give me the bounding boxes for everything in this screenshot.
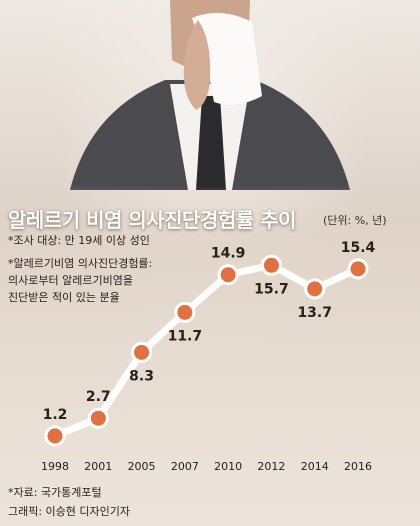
definition-note-line: 의사로부터 알레르기비염을 [8, 274, 133, 287]
x-tick-label: 2007 [171, 460, 199, 473]
data-label: 11.7 [168, 328, 203, 344]
data-point-marker [87, 407, 109, 429]
data-point-marker [217, 264, 239, 286]
x-tick-label: 1998 [41, 460, 69, 473]
definition-note-line: 진단받은 적이 있는 분율 [8, 291, 120, 304]
data-point-marker [131, 341, 153, 363]
survey-target-note: *조사 대상: 만 19세 이상 성인 [8, 234, 150, 247]
data-point-marker [44, 425, 66, 447]
data-point-marker [260, 254, 282, 276]
data-label: 1.2 [43, 407, 68, 423]
data-label: 15.7 [254, 281, 289, 297]
source-note: *자료: 국가통계포털 [8, 486, 102, 499]
x-tick-label: 2005 [128, 460, 156, 473]
data-label: 2.7 [86, 389, 111, 405]
data-point-marker [174, 301, 196, 323]
data-label: 15.4 [341, 240, 376, 256]
x-tick-label: 2016 [344, 460, 372, 473]
x-tick-label: 2012 [257, 460, 285, 473]
data-label: 8.3 [129, 368, 154, 384]
background-fade [0, 185, 420, 526]
x-tick-label: 2010 [214, 460, 242, 473]
data-point-marker [347, 258, 369, 280]
data-point-marker [304, 278, 326, 300]
unit-label: (단위: %, 년) [323, 214, 387, 227]
chart-title: 알레르기 비염 의사진단경험률 추이 [8, 208, 296, 232]
data-label: 13.7 [297, 305, 332, 321]
x-tick-label: 2014 [301, 460, 329, 473]
x-tick-label: 2001 [84, 460, 112, 473]
definition-note: *알레르기비염 의사진단경험률: [8, 257, 153, 270]
graphic-credit: 그래픽: 이승현 디자인기자 [8, 505, 131, 518]
data-label: 14.9 [211, 246, 246, 262]
